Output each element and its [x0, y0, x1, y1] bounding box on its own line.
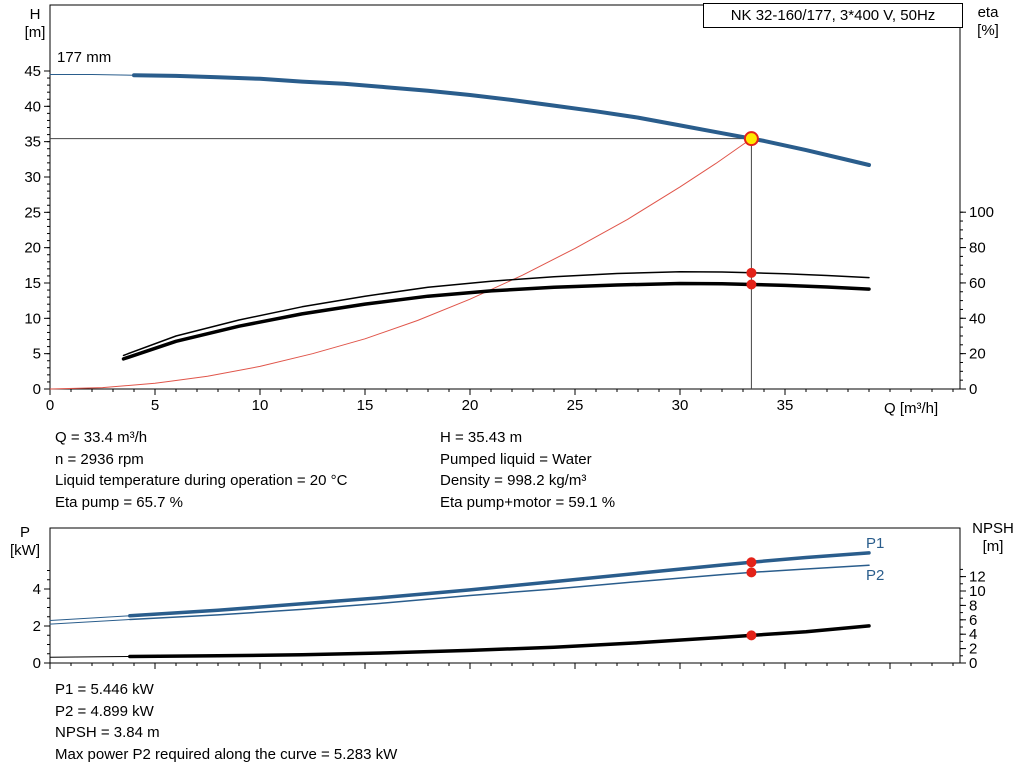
right-tick-label: 10 — [969, 583, 986, 600]
info-line-p2: P2 = 4.899 kW — [55, 702, 154, 720]
p1-curve-label: P1 — [866, 535, 885, 552]
info-line-p1: P1 = 5.446 kW — [55, 681, 154, 698]
p-axis-title: P [kW] — [4, 524, 46, 560]
npsh-axis-title: NPSH [m] — [966, 520, 1020, 556]
right-tick-label: 20 — [969, 346, 986, 363]
p-axis-title-text: P — [19, 524, 30, 541]
duty-dot-marker — [746, 630, 757, 641]
q-axis-label: Q [m³/h] — [884, 400, 939, 417]
left-tick-label: 35 — [24, 134, 41, 151]
left-tick-label: 20 — [24, 240, 41, 257]
duty-dot-marker — [746, 557, 757, 568]
info-line-temperature: Liquid temperature during operation = 20… — [55, 472, 348, 489]
left-tick-label: 15 — [24, 275, 41, 292]
impeller-diameter-label: 177 mm — [57, 49, 112, 66]
duty-info-right: H = 35.43 m Pumped liquid = Water Densit… — [440, 427, 615, 513]
info-line-npsh: NPSH = 3.84 m — [55, 724, 160, 741]
duty-point-marker[interactable] — [743, 131, 759, 147]
left-tick-label: 5 — [33, 346, 41, 363]
right-tick-label: 8 — [969, 597, 977, 614]
right-tick-label: 6 — [969, 612, 977, 629]
series-NPSH-lead — [49, 656, 131, 658]
x-tick-label: 30 — [672, 397, 689, 414]
info-line-head: H = 35.43 m — [440, 429, 523, 446]
series-P2 — [129, 564, 870, 621]
right-tick-label: 60 — [969, 275, 986, 292]
left-tick-label: 45 — [24, 63, 41, 80]
x-tick-label: 0 — [46, 397, 54, 414]
left-tick-label: 30 — [24, 169, 41, 186]
pump-title-box: NK 32-160/177, 3*400 V, 50Hz — [703, 3, 963, 28]
info-line-eta-total: Eta pump+motor = 59.1 % — [440, 493, 616, 511]
duty-dot-marker — [746, 279, 757, 290]
h-axis-title: H [m] — [16, 6, 54, 42]
series-P1 — [128, 551, 871, 618]
series-P1-lead — [49, 615, 131, 621]
p-axis-unit-text: [kW] — [10, 542, 40, 559]
info-line-eta-pump: Eta pump = 65.7 % — [55, 493, 183, 511]
series-NPSH — [128, 624, 871, 659]
series-eta-pump-motor — [121, 281, 871, 361]
left-tick-label: 10 — [24, 310, 41, 327]
duty-dot-marker — [746, 267, 757, 278]
left-tick-label: 0 — [33, 381, 41, 398]
x-tick-label: 20 — [462, 397, 479, 414]
left-tick-label: 0 — [33, 655, 41, 672]
x-tick-label: 15 — [357, 397, 374, 414]
right-tick-label: 0 — [969, 381, 977, 398]
series-head-177mm — [132, 73, 871, 167]
eta-axis-title: eta [%] — [970, 4, 1006, 40]
npsh-axis-title-text: NPSH — [972, 520, 1014, 537]
duty-dot-marker — [746, 567, 757, 578]
right-tick-label: 40 — [969, 310, 986, 327]
x-tick-label: 5 — [151, 397, 159, 414]
right-tick-label: 100 — [969, 204, 994, 221]
duty-info-left: Q = 33.4 m³/h n = 2936 rpm Liquid temper… — [55, 427, 347, 513]
info-line-maxpower: Max power P2 required along the curve = … — [55, 745, 398, 763]
right-tick-label: 12 — [969, 569, 986, 586]
eta-axis-unit-text: [%] — [977, 22, 999, 39]
x-tick-label: 25 — [567, 397, 584, 414]
left-tick-label: 2 — [33, 618, 41, 635]
info-line-density: Density = 998.2 kg/m³ — [440, 472, 587, 489]
info-line-speed: n = 2936 rpm — [55, 450, 144, 468]
right-tick-label: 80 — [969, 240, 986, 257]
h-axis-title-text: H — [29, 6, 41, 23]
left-tick-label: 40 — [24, 98, 41, 115]
info-line-q: Q = 33.4 m³/h — [55, 429, 148, 446]
right-tick-label: 2 — [969, 641, 977, 658]
series-eta-pump — [122, 271, 870, 357]
eta-axis-title-text: eta — [977, 4, 999, 21]
series-head-177mm-lead — [49, 74, 135, 76]
left-tick-label: 25 — [24, 204, 41, 221]
x-tick-label: 10 — [252, 397, 269, 414]
series-P2-lead — [49, 619, 131, 625]
h-axis-unit-text: [m] — [24, 24, 46, 41]
power-info-block: P1 = 5.446 kW P2 = 4.899 kW NPSH = 3.84 … — [55, 679, 397, 765]
series-system-curve — [49, 138, 752, 390]
right-tick-label: 0 — [969, 655, 977, 672]
right-tick-label: 4 — [969, 626, 977, 643]
left-tick-label: 4 — [33, 581, 41, 598]
info-line-liquid: Pumped liquid = Water — [440, 450, 592, 468]
plot-frame — [49, 527, 961, 664]
p2-curve-label: P2 — [866, 567, 885, 584]
npsh-axis-unit-text: [m] — [982, 538, 1004, 555]
top-chart-group: 0 5 10 15 20 25 30 35 0 5 10 15 20 25 30 35 40 45 0 20 40 60 8… — [24, 4, 994, 414]
x-tick-label: 35 — [777, 397, 794, 414]
plot-frame — [49, 4, 961, 390]
